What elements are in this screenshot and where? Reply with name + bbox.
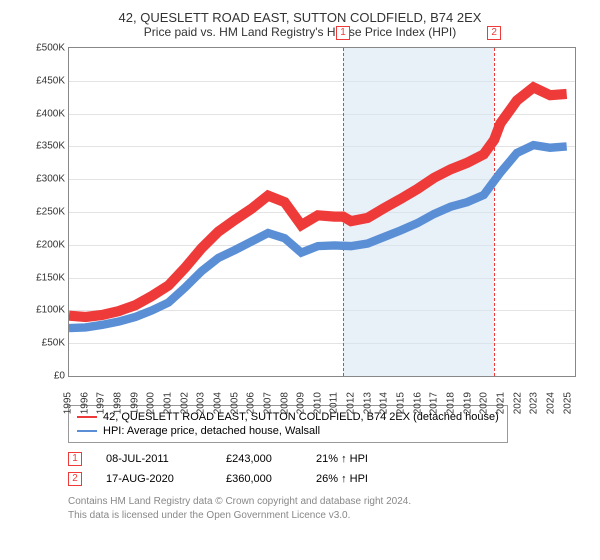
y-tick-label: £150K — [36, 272, 69, 283]
chart-title: 42, QUESLETT ROAD EAST, SUTTON COLDFIELD… — [24, 10, 576, 25]
legend-label: HPI: Average price, detached house, Wals… — [103, 425, 320, 437]
x-tick-label: 2008 — [279, 392, 290, 414]
chart-area: £0£50K£100K£150K£200K£250K£300K£350K£400… — [46, 47, 576, 395]
sale-price: £243,000 — [226, 453, 316, 465]
sale-row: 2 17-AUG-2020£360,00026% ↑ HPI — [68, 469, 576, 489]
x-tick-label: 2013 — [362, 392, 373, 414]
y-tick-label: £100K — [36, 305, 69, 316]
x-tick-label: 2011 — [329, 392, 340, 414]
x-tick-label: 2002 — [179, 392, 190, 414]
y-tick-label: £250K — [36, 207, 69, 218]
footer-line-1: Contains HM Land Registry data © Crown c… — [68, 495, 576, 509]
x-tick-label: 1997 — [96, 392, 107, 414]
x-tick-label: 2020 — [479, 392, 490, 414]
sale-delta: 21% ↑ HPI — [316, 453, 368, 465]
x-tick-label: 2024 — [546, 392, 557, 414]
sale-marker-badge: 1 — [336, 26, 350, 40]
sale-index-badge: 1 — [68, 452, 82, 466]
x-tick-label: 2007 — [262, 392, 273, 414]
series-line — [69, 87, 567, 317]
x-tick-label: 2022 — [512, 392, 523, 414]
line-series-svg — [69, 48, 575, 376]
plot-region: £0£50K£100K£150K£200K£250K£300K£350K£400… — [68, 47, 576, 377]
y-tick-label: £450K — [36, 75, 69, 86]
x-tick-label: 2021 — [496, 392, 507, 414]
y-tick-label: £300K — [36, 174, 69, 185]
x-tick-label: 2025 — [562, 392, 573, 414]
y-tick-label: £200K — [36, 239, 69, 250]
y-tick-label: £0 — [54, 371, 69, 382]
x-tick-label: 2000 — [146, 392, 157, 414]
y-tick-label: £400K — [36, 108, 69, 119]
y-tick-label: £50K — [42, 338, 69, 349]
x-tick-label: 1998 — [112, 392, 123, 414]
y-tick-label: £350K — [36, 141, 69, 152]
sale-date: 08-JUL-2011 — [106, 453, 226, 465]
x-tick-label: 2005 — [229, 392, 240, 414]
attribution-footer: Contains HM Land Registry data © Crown c… — [68, 495, 576, 522]
x-tick-label: 1995 — [63, 392, 74, 414]
footer-line-2: This data is licensed under the Open Gov… — [68, 509, 576, 523]
x-tick-label: 2010 — [312, 392, 323, 414]
x-tick-label: 2006 — [246, 392, 257, 414]
legend-swatch — [77, 430, 97, 432]
x-tick-label: 2003 — [196, 392, 207, 414]
sale-index-badge: 2 — [68, 472, 82, 486]
x-tick-label: 1999 — [129, 392, 140, 414]
x-tick-label: 2019 — [462, 392, 473, 414]
x-tick-label: 2017 — [429, 392, 440, 414]
sale-marker-badge: 2 — [487, 26, 501, 40]
x-tick-label: 2012 — [346, 392, 357, 414]
x-tick-label: 2001 — [162, 392, 173, 414]
x-tick-label: 2016 — [412, 392, 423, 414]
x-tick-label: 2015 — [396, 392, 407, 414]
sale-marker-dot — [338, 212, 348, 222]
legend-swatch — [77, 416, 97, 418]
sale-date: 17-AUG-2020 — [106, 473, 226, 485]
sale-price: £360,000 — [226, 473, 316, 485]
sale-marker-dot — [489, 135, 499, 145]
y-tick-label: £500K — [36, 43, 69, 54]
x-axis-labels: 1995199619971998199920002001200220032004… — [68, 377, 576, 395]
sale-delta: 26% ↑ HPI — [316, 473, 368, 485]
x-tick-label: 2023 — [529, 392, 540, 414]
x-tick-label: 2018 — [446, 392, 457, 414]
legend-item: HPI: Average price, detached house, Wals… — [77, 424, 499, 438]
sale-markers-table: 1 08-JUL-2011£243,00021% ↑ HPI 2 17-AUG-202… — [68, 449, 576, 489]
x-tick-label: 1996 — [79, 392, 90, 414]
sale-row: 1 08-JUL-2011£243,00021% ↑ HPI — [68, 449, 576, 469]
x-tick-label: 2004 — [212, 392, 223, 414]
x-tick-label: 2009 — [296, 392, 307, 414]
x-tick-label: 2014 — [379, 392, 390, 414]
